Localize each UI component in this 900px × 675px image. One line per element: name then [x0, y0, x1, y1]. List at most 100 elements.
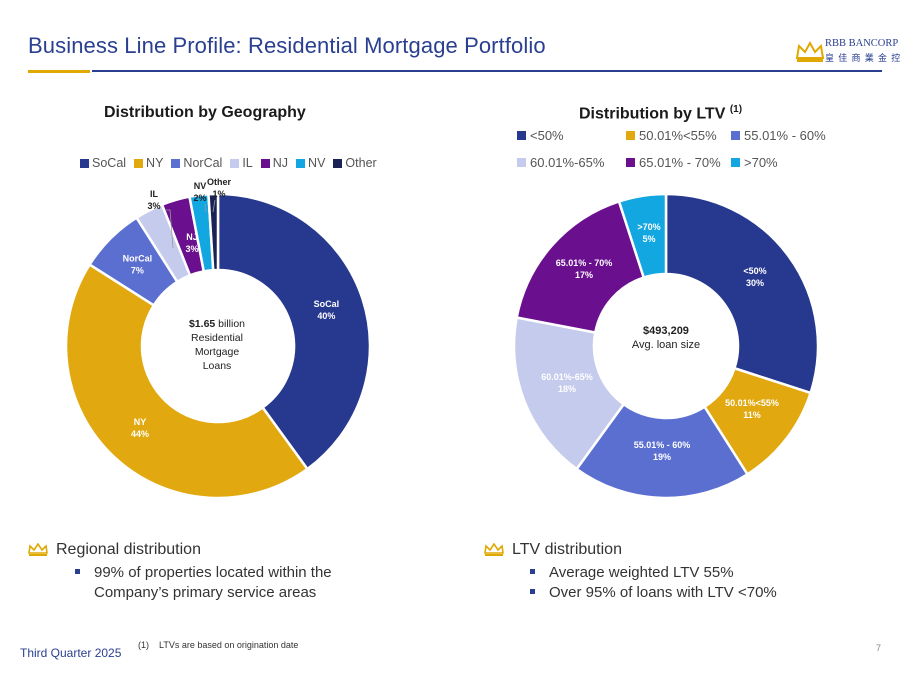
crown-bullet-icon: [28, 543, 48, 556]
legend-label: Other: [345, 156, 377, 170]
footnote-marker: (1): [138, 640, 149, 650]
legend-swatch: [333, 158, 343, 168]
geo-value-il: 3%: [147, 201, 160, 211]
geo-legend-item-il: IL: [230, 156, 253, 170]
geo-value-nv: 2%: [193, 193, 206, 203]
geo-chart-heading: Distribution by Geography: [104, 104, 306, 121]
legend-swatch: [626, 131, 635, 140]
ltv-center-text: $493,209 Avg. loan size: [616, 324, 716, 352]
geo-donut: [64, 192, 372, 500]
ltv-label-50: <50%: [743, 266, 766, 276]
legend-label: IL: [242, 156, 253, 170]
ltv-donut: [512, 192, 820, 500]
geo-center-amount: $1.65: [188, 318, 216, 330]
geo-label-other: Other: [207, 177, 232, 187]
ltv-center-amount: $493,209: [643, 325, 689, 337]
geo-center-line2: Residential: [191, 332, 243, 344]
page-title: Business Line Profile: Residential Mortg…: [28, 33, 546, 58]
legend-label: NorCal: [183, 156, 223, 170]
ltv-slice-65-01-70: [515, 199, 646, 334]
ltv-legend-item-60-01-65: 60.01%-65%: [517, 155, 604, 170]
geo-label-ny: NY: [134, 417, 147, 427]
ltv-value-50: 30%: [746, 278, 764, 288]
ltv-label-60-01-65: 60.01%-65%: [541, 372, 593, 382]
geo-value-socal: 40%: [317, 311, 335, 321]
geo-center-line4: Loans: [202, 360, 232, 372]
ltv-slice-55-01-60: [574, 402, 750, 500]
geo-slice-other: [207, 192, 220, 272]
title-underline-blue: [92, 70, 882, 72]
geo-slice-socal: [216, 192, 372, 471]
geo-center-text: $1.65 billion Residential Mortgage Loans: [170, 317, 264, 373]
ltv-heading-text: Distribution by LTV: [579, 105, 726, 123]
geo-value-ny: 44%: [131, 429, 149, 439]
footnote-text: LTVs are based on origination date: [159, 640, 299, 650]
ltv-legend-item-50: <50%: [517, 128, 564, 143]
legend-label: 50.01%<55%: [639, 128, 717, 143]
ltv-value-60-01-65: 18%: [558, 384, 576, 394]
geo-slice-ny: [64, 262, 310, 500]
legend-swatch: [171, 158, 181, 168]
legend-swatch: [517, 131, 526, 140]
geo-value-other: 1%: [212, 189, 225, 199]
regional-distribution-text: Regional distribution: [56, 541, 201, 558]
geo-legend-item-norcal: NorCal: [171, 156, 222, 170]
geo-value-nj: 3%: [185, 244, 198, 254]
crown-bullet-icon: [484, 543, 504, 556]
footnote: (1) LTVs are based on origination date: [138, 640, 298, 650]
ltv-distribution-heading: LTV distribution: [484, 541, 622, 559]
legend-swatch: [731, 131, 740, 140]
legend-label: 55.01% - 60%: [744, 128, 826, 143]
geo-label-socal: SoCal: [314, 299, 340, 309]
ltv-heading-footnote-ref: (1): [729, 104, 743, 115]
legend-label: <50%: [530, 128, 564, 143]
geo-leader-line: [204, 203, 207, 213]
legend-swatch: [731, 158, 740, 167]
page-number: 7: [876, 643, 882, 653]
geo-legend: SoCal NY NorCal IL NJ NV Other: [80, 156, 385, 170]
legend-label: 65.01% - 70%: [639, 155, 721, 170]
legend-swatch: [517, 158, 526, 167]
legend-label: NV: [308, 156, 326, 170]
geo-legend-item-other: Other: [333, 156, 377, 170]
legend-label: NY: [146, 156, 164, 170]
geo-value-norcal: 7%: [131, 265, 144, 275]
ltv-legend-item-55-01-60: 55.01% - 60%: [731, 128, 826, 143]
geo-leader-line: [165, 209, 174, 249]
logo-chinese-name: 皇 佳 商 業 金 控: [825, 53, 900, 63]
ltv-center-line2: Avg. loan size: [631, 339, 701, 351]
ltv-legend-item-70: >70%: [731, 155, 778, 170]
legend-label: 60.01%-65%: [530, 155, 605, 170]
legend-swatch: [296, 158, 306, 168]
bullet-marker: [530, 568, 535, 574]
legend-swatch: [80, 158, 89, 168]
ltv-value-65-01-70: 17%: [575, 270, 593, 280]
ltv-slice-50: [664, 192, 820, 395]
geo-center-line3: Mortgage: [194, 346, 240, 358]
regional-distribution-heading: Regional distribution: [28, 541, 201, 559]
ltv-label-70: >70%: [637, 222, 660, 232]
legend-swatch: [626, 158, 635, 167]
ltv-slice-60-01-65: [512, 316, 626, 471]
ltv-value-55-01-60: 19%: [653, 452, 671, 462]
regional-bullet-line1: 99% of properties located within the: [94, 564, 332, 581]
geo-donut-labels: SoCal 40% NY 44% NorCal 7% IL 3% NJ 3% NV 2%Other 1%: [123, 177, 340, 439]
geo-label-norcal: NorCal: [123, 253, 153, 263]
geo-legend-item-socal: SoCal: [80, 156, 126, 170]
ltv-chart-heading: Distribution by LTV (1): [579, 104, 742, 123]
ltv-label-50-01-55: 50.01%<55%: [725, 398, 779, 408]
ltv-bullet-2: Over 95% of loans with LTV <70%: [530, 583, 777, 603]
bullet-marker: [75, 568, 80, 574]
crown-logo-icon: [795, 40, 825, 62]
legend-label: NJ: [272, 156, 289, 170]
legend-label: >70%: [744, 155, 778, 170]
geo-legend-item-ny: NY: [134, 156, 163, 170]
geo-center-unit: billion: [215, 318, 246, 330]
geo-legend-item-nj: NJ: [260, 156, 289, 170]
ltv-value-50-01-55: 11%: [743, 410, 761, 420]
footer-quarter: Third Quarter 2025: [20, 646, 122, 660]
legend-swatch: [230, 158, 240, 168]
ltv-distribution-text: LTV distribution: [512, 541, 622, 558]
ltv-slice-70: [617, 192, 668, 280]
title-underline-gold: [28, 70, 90, 73]
